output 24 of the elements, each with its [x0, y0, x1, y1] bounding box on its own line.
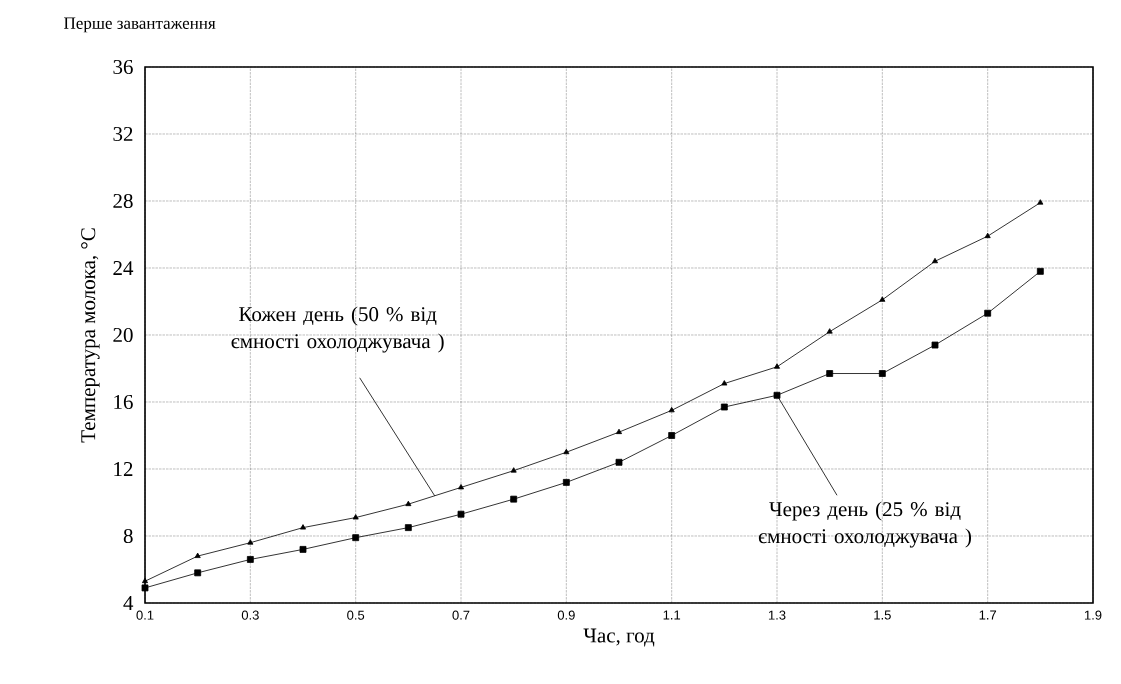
- y-tick-label: 8: [123, 528, 133, 544]
- x-tick-label: 1.9: [1084, 610, 1102, 620]
- x-axis-title: Час, год: [583, 628, 655, 647]
- y-tick-label: 16: [114, 394, 133, 410]
- y-tick-label: 32: [113, 126, 133, 142]
- y-tick-label: 4: [123, 596, 134, 610]
- x-tick-label: 0.3: [241, 610, 259, 620]
- y-axis-title: Температура молока, °C: [81, 228, 100, 443]
- chart-title: Перше завантаження: [64, 17, 216, 33]
- x-tick-label: 1.5: [874, 610, 891, 620]
- x-tick-label: 1.3: [768, 610, 786, 620]
- y-tick-label: 20: [113, 327, 133, 343]
- x-tick-label: 0.5: [347, 610, 365, 620]
- x-tick-label: 1.7: [979, 610, 997, 620]
- x-tick-label: 1.1: [663, 610, 681, 620]
- y-tick-label: 36: [113, 59, 133, 75]
- x-tick-label: 0.7: [452, 610, 470, 620]
- y-tick-label: 24: [113, 261, 134, 275]
- x-tick-label: 0.9: [557, 610, 575, 620]
- y-tick-label: 28: [113, 193, 133, 209]
- annotation: Кожен день (50 % від ємності охолоджувача ): [231, 306, 444, 353]
- annotation: Через день (25 % від ємності охолоджувача ): [758, 501, 972, 548]
- y-tick-label: 12: [114, 462, 133, 476]
- x-tick-label: 0.1: [136, 610, 154, 620]
